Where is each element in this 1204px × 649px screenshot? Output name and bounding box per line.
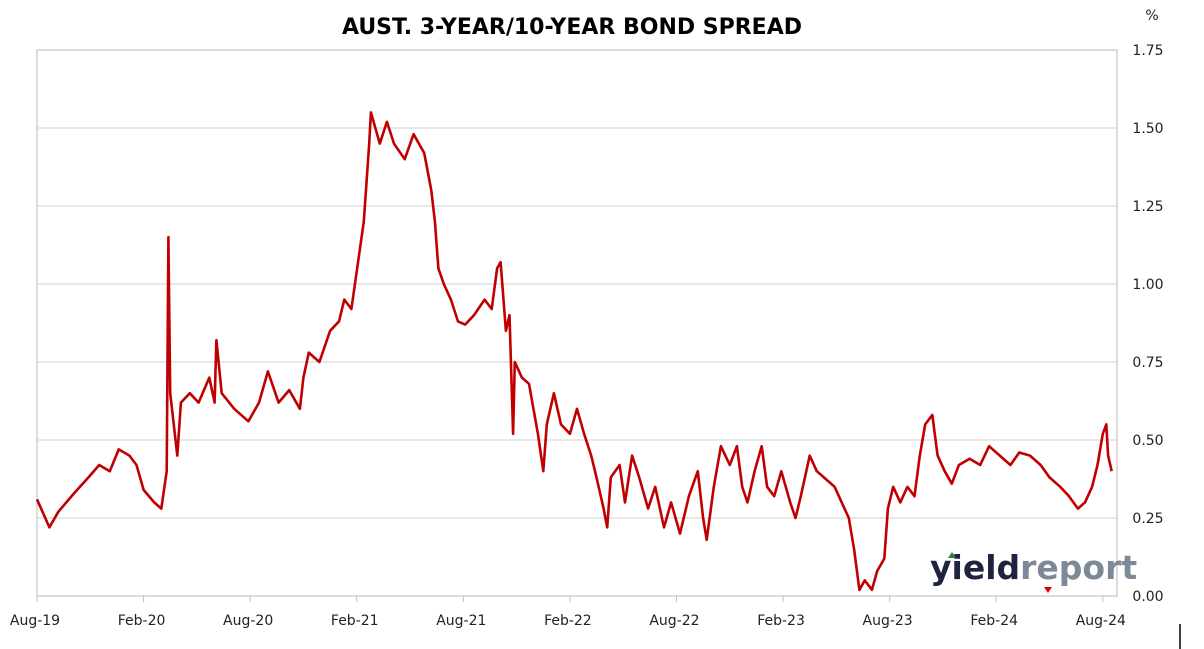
x-axis: Aug-19 Feb-20 Aug-20 Feb-21 Aug-21 Feb-22 Aug-…: [10, 596, 1126, 629]
svg-text:yieldreport: yieldreport: [930, 548, 1137, 587]
x-tick-label: Feb-22: [544, 613, 592, 629]
y-tick-label: 0.25: [1132, 511, 1163, 527]
x-tick-label: Aug-23: [863, 613, 913, 629]
logo-part1: yield: [930, 548, 1020, 587]
logo-part2: report: [1020, 548, 1137, 587]
logo-up-arrow-icon: [948, 552, 956, 558]
y-tick-label: 1.25: [1132, 199, 1163, 215]
y-tick-label: 0.00: [1132, 589, 1163, 605]
x-tick-label: Feb-20: [118, 613, 166, 629]
y-axis: 0.00 0.25 0.50 0.75 1.00 1.25 1.50 1.75: [1132, 43, 1163, 605]
y-tick-label: 1.50: [1132, 121, 1163, 137]
x-tick-label: Aug-22: [649, 613, 699, 629]
x-tick-label: Feb-24: [970, 613, 1018, 629]
x-tick-label: Feb-21: [331, 613, 379, 629]
x-tick-label: Aug-20: [223, 613, 273, 629]
logo-down-arrow-icon: [1044, 587, 1052, 593]
x-tick-label: Aug-24: [1076, 613, 1126, 629]
y-tick-label: 1.00: [1132, 277, 1163, 293]
yieldreport-logo: yieldreport: [930, 548, 1137, 593]
y-tick-label: 0.50: [1132, 433, 1163, 449]
y-axis-unit-label: %: [1145, 8, 1158, 24]
x-tick-label: Aug-19: [10, 613, 60, 629]
y-tick-label: 0.75: [1132, 355, 1163, 371]
spread-line: [35, 111, 1113, 592]
gridlines: [37, 127, 1117, 519]
x-tick-label: Aug-21: [436, 613, 486, 629]
y-tick-label: 1.75: [1132, 43, 1163, 59]
chart-title: AUST. 3-YEAR/10-YEAR BOND SPREAD: [342, 15, 802, 40]
plot-area-border: [36, 49, 1118, 597]
x-tick-label: Feb-23: [757, 613, 805, 629]
